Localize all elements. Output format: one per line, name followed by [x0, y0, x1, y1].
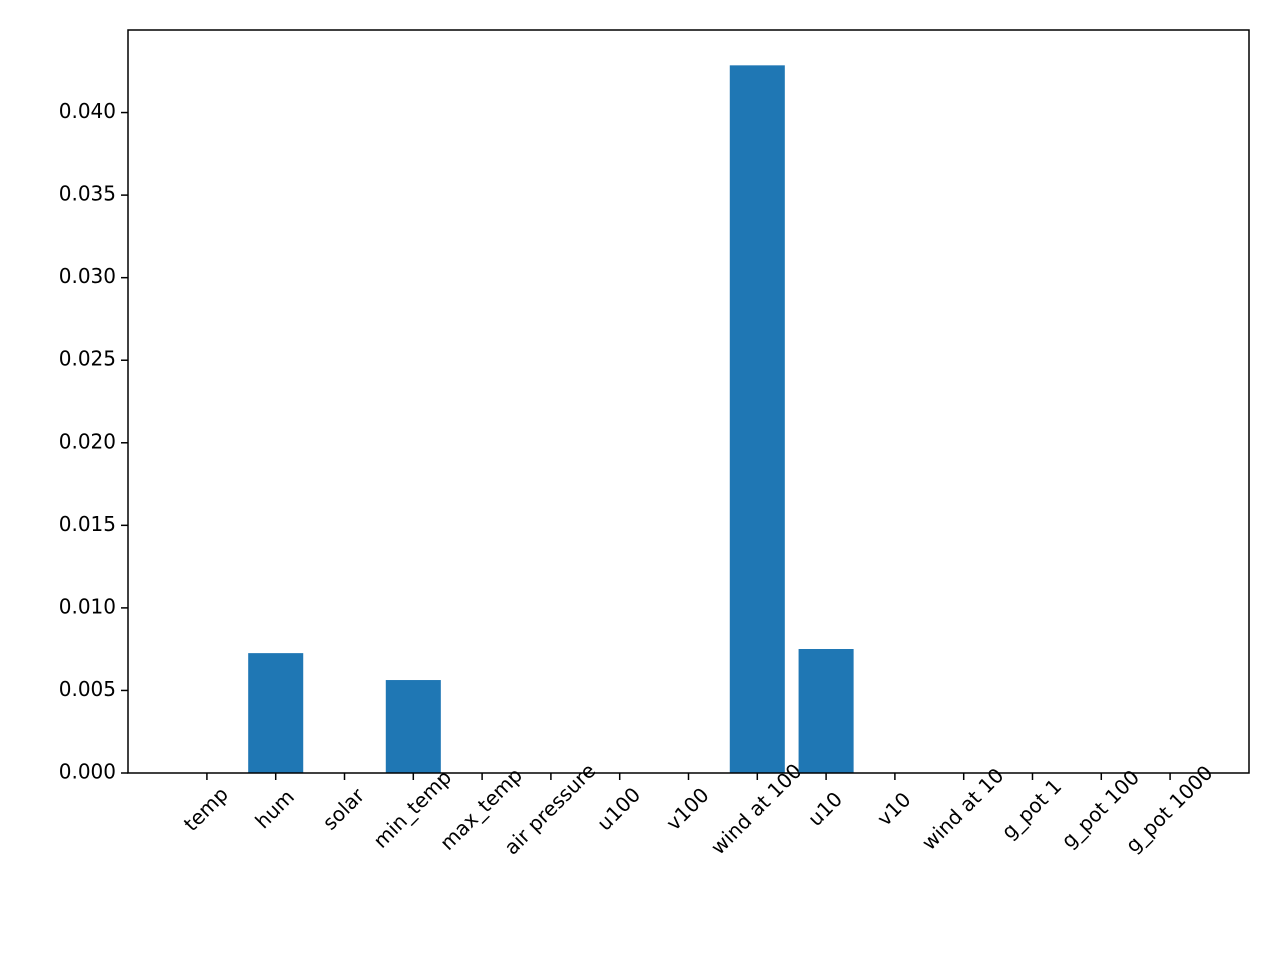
y-tick-label: 0.020	[59, 429, 116, 453]
y-tick-label: 0.035	[59, 182, 116, 206]
y-tick-label: 0.005	[59, 677, 116, 701]
bar	[729, 65, 785, 773]
y-tick-label: 0.000	[59, 760, 116, 784]
y-tick-label: 0.025	[59, 347, 116, 371]
y-tick-label: 0.015	[59, 512, 116, 536]
plot-frame	[127, 29, 1250, 774]
bar	[248, 653, 304, 773]
bar	[798, 649, 854, 773]
y-tick-label: 0.030	[59, 264, 116, 288]
y-tick-label: 0.010	[59, 594, 116, 618]
y-tick-label: 0.040	[59, 99, 116, 123]
bar	[385, 680, 441, 773]
